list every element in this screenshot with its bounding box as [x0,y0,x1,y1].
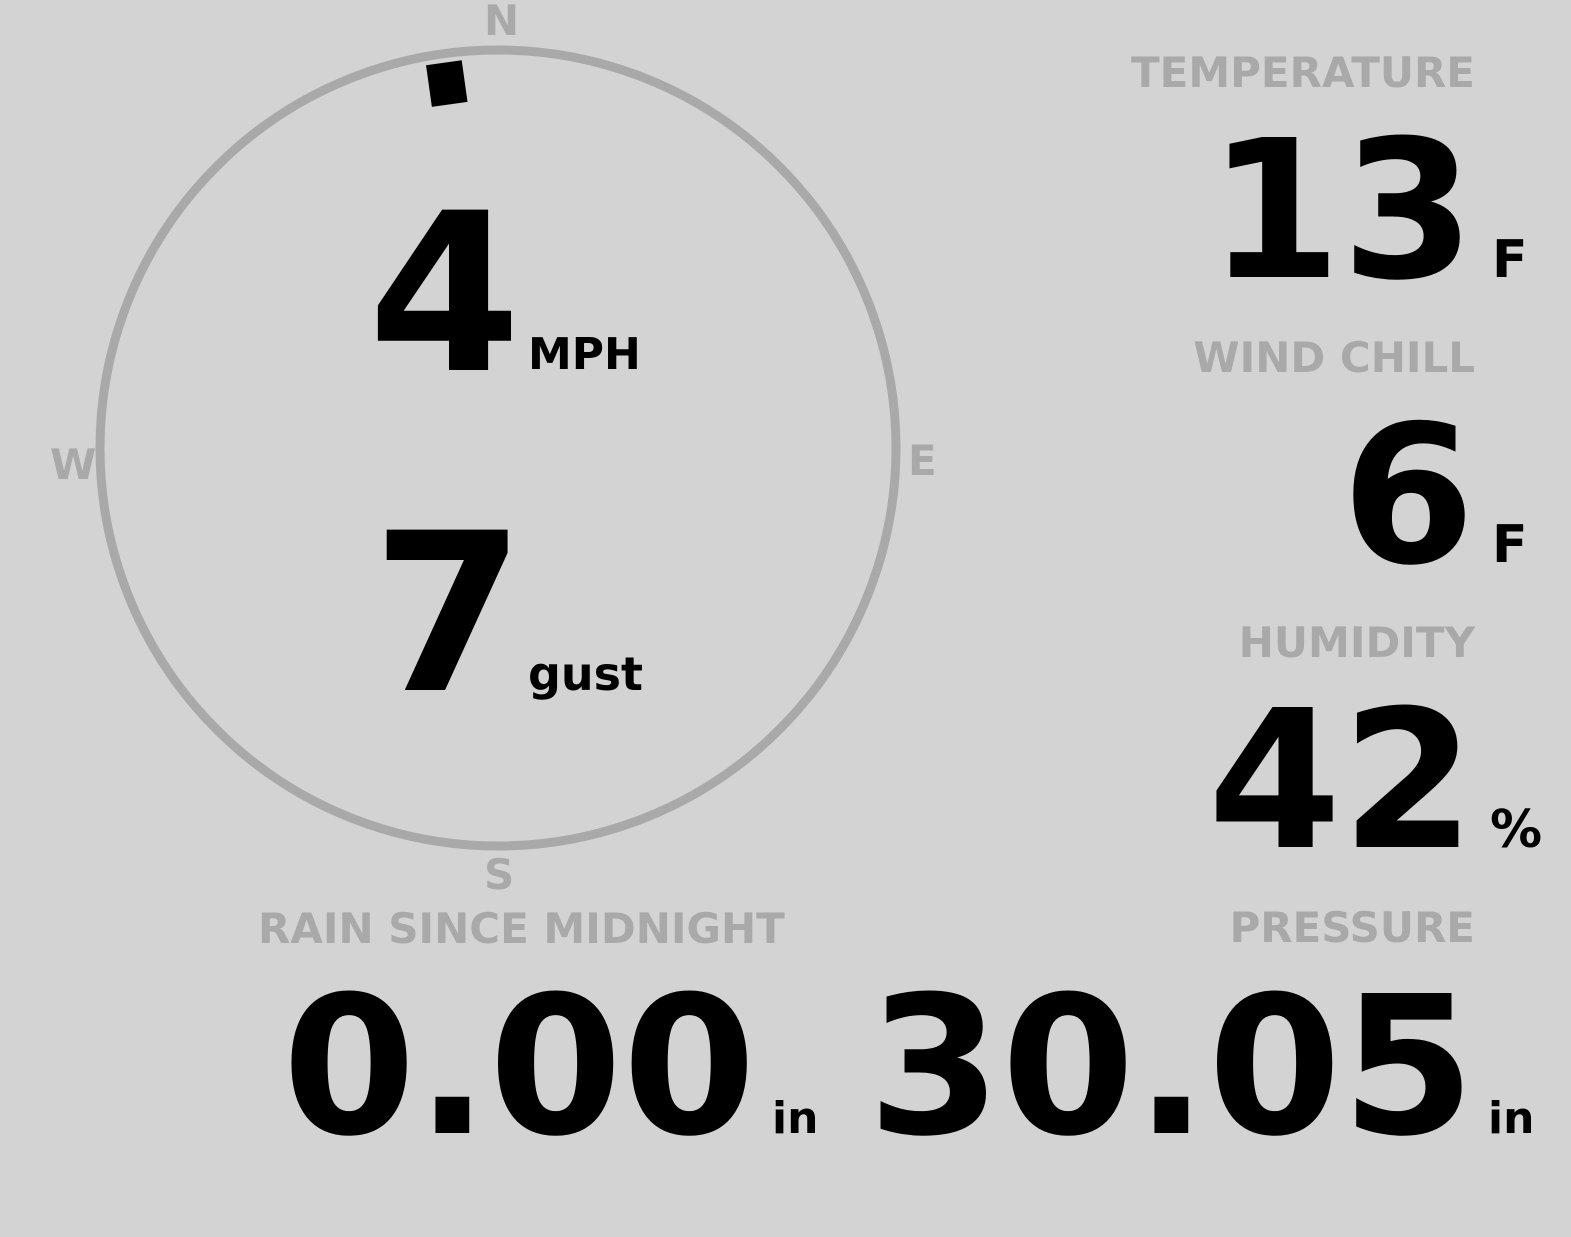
pressure-unit: in [1488,1093,1535,1144]
wind-chill-unit: F [1492,515,1528,575]
compass-ring [95,45,901,851]
humidity-value: 42 [1207,670,1475,893]
wind-direction-marker [426,60,468,107]
compass-east: E [908,436,937,485]
rain-value: 0.00 [282,956,756,1179]
humidity-label: HUMIDITY [1238,618,1475,667]
compass-south: S [484,850,515,899]
compass-north: N [484,0,520,45]
rain-unit: in [772,1093,819,1144]
compass-west: W [50,440,97,489]
wind-chill-value: 6 [1341,385,1475,608]
wind-speed-unit: MPH [528,329,641,380]
pressure-label: PRESSURE [1229,903,1475,952]
humidity-unit: % [1490,800,1543,860]
rain-label: RAIN SINCE MIDNIGHT [258,904,785,953]
temperature-unit: F [1492,230,1528,290]
temperature-label: TEMPERATURE [1131,48,1475,97]
pressure-value: 30.05 [867,956,1475,1179]
wind-speed-value: 4 [368,166,522,422]
temperature-value: 13 [1207,100,1475,323]
wind-chill-label: WIND CHILL [1193,333,1475,382]
wind-gust-unit: gust [528,647,644,701]
wind-gust-value: 7 [372,486,526,742]
